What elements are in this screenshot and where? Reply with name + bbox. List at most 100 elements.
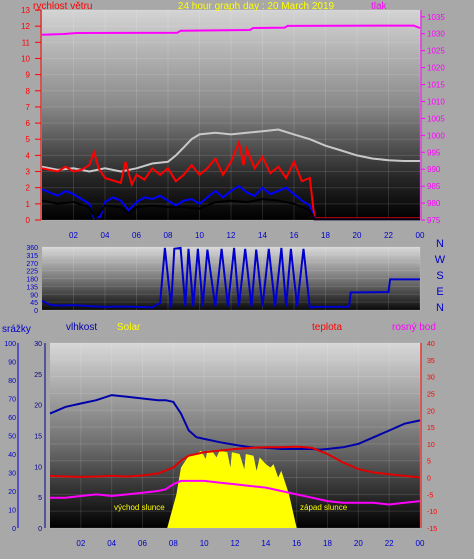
x-tick-label: 12 — [227, 231, 236, 240]
x-tick-label: 04 — [101, 231, 110, 240]
humidity-axis-ticks: 0 5 10 15 20 25 30 — [34, 341, 42, 533]
compass-label: E — [436, 286, 443, 298]
solar-label: Solar — [117, 322, 141, 333]
left-tick-label: 8 — [26, 87, 31, 96]
right-tick-label: 1030 — [427, 30, 445, 39]
y-tick-label: 45 — [30, 300, 38, 307]
precip-tick-label: 10 — [8, 508, 16, 515]
plot-area — [42, 10, 420, 220]
precip-tick-label: 80 — [8, 378, 16, 385]
series-group — [49, 394, 421, 528]
humidity-tick-label: 25 — [34, 372, 42, 379]
precip-tick-label: 100 — [4, 341, 16, 348]
temperature-humidity-chart: srážky vlhkost Solar teplota rosný bod 0… — [2, 322, 437, 548]
gridlines — [42, 246, 421, 311]
temperature-line — [49, 445, 421, 479]
right-tick-label: 1005 — [427, 114, 445, 123]
x-tick-label: 02 — [69, 231, 78, 240]
left-tick-label: 2 — [26, 184, 31, 193]
x-tick-label: 20 — [354, 539, 363, 548]
x-tick-label: 08 — [169, 539, 178, 548]
chart-title: 24 hour graph day : 20 March 2019 — [178, 1, 335, 12]
right-axis-title: tlak — [371, 1, 388, 12]
right-tick-label: 1035 — [427, 13, 445, 22]
humidity-tick-label: 0 — [38, 526, 42, 533]
precip-tick-label: 60 — [8, 415, 16, 422]
left-tick-label: 10 — [21, 54, 30, 63]
pressure-line — [41, 24, 421, 36]
x-tick-label: 14 — [258, 231, 267, 240]
left-tick-label: 6 — [26, 119, 31, 128]
temp-tick-label: 20 — [427, 408, 435, 415]
x-tick-label: 16 — [290, 231, 299, 240]
x-tick-label: 08 — [164, 231, 173, 240]
series-group — [41, 246, 420, 309]
left-tick-label: 3 — [26, 168, 31, 177]
precip-axis-ticks: 0 10 20 30 40 50 60 70 80 90 100 — [4, 341, 16, 533]
humidity-tick-label: 20 — [34, 403, 42, 410]
humidity-tick-label: 5 — [38, 495, 42, 502]
temp-tick-label: 30 — [427, 375, 435, 382]
temp-tick-label: -5 — [427, 492, 433, 499]
y-tick-label: 315 — [26, 253, 38, 260]
solar-area — [167, 450, 297, 528]
precip-tick-label: 30 — [8, 471, 16, 478]
sunset-annotation: západ slunce — [300, 503, 348, 512]
precip-tick-label: 40 — [8, 452, 16, 459]
wind_direction-line — [41, 246, 420, 309]
y-tick-label: 90 — [30, 292, 38, 299]
left-tick-label: 9 — [26, 71, 31, 80]
x-tick-label: 02 — [76, 539, 85, 548]
series-group — [41, 24, 421, 221]
right-tick-label: 1025 — [427, 47, 445, 56]
y-tick-label: 270 — [26, 261, 38, 268]
compass-label: N — [436, 238, 444, 250]
right-tick-label: 995 — [427, 148, 441, 157]
compass-label: S — [436, 270, 443, 282]
humidity-tick-label: 30 — [34, 341, 42, 348]
x-tick-label: 10 — [200, 539, 209, 548]
left-tick-label: 1 — [26, 200, 31, 209]
left-axis-title: rychlost větru — [33, 1, 92, 12]
precip-tick-label: 70 — [8, 397, 16, 404]
x-tick-label: 18 — [323, 539, 332, 548]
x-tick-label: 12 — [231, 539, 240, 548]
temperature-label: teplota — [312, 322, 342, 333]
left-tick-label: 7 — [26, 103, 31, 112]
humidity-tick-label: 10 — [34, 464, 42, 471]
right-axis-ticks: 975 980 985 990 995 1000 1005 1010 1015 1020 1025 1… — [421, 13, 445, 225]
x-tick-label: 00 — [416, 231, 425, 240]
temp-tick-label: 5 — [427, 459, 431, 466]
x-axis-ticks: 02 04 06 08 10 12 14 16 18 20 22 00 — [69, 231, 425, 240]
precip-axis-title: srážky — [2, 324, 31, 335]
right-tick-label: 1020 — [427, 64, 445, 73]
y-tick-label: 0 — [34, 308, 38, 315]
y-tick-label: 135 — [26, 284, 38, 291]
temp-tick-label: -10 — [427, 509, 437, 516]
x-tick-label: 00 — [416, 539, 425, 548]
precip-tick-label: 0 — [12, 526, 16, 533]
left-tick-label: 5 — [26, 135, 31, 144]
left-tick-label: 12 — [21, 22, 30, 31]
x-axis-ticks: 02 04 06 08 10 12 14 16 18 20 22 00 — [76, 539, 425, 548]
temp-tick-label: 0 — [427, 476, 431, 483]
x-tick-label: 22 — [384, 231, 393, 240]
compass-label: N — [436, 302, 444, 314]
y-tick-label: 360 — [26, 245, 38, 252]
dewpoint-label: rosný bod — [392, 322, 436, 333]
left-tick-label: 13 — [21, 6, 30, 15]
x-tick-label: 10 — [195, 231, 204, 240]
wind_avg-line — [41, 184, 420, 221]
right-tick-label: 985 — [427, 182, 441, 191]
temp-tick-label: 35 — [427, 358, 435, 365]
right-tick-label: 1015 — [427, 81, 445, 90]
wind-pressure-chart: rychlost větru 24 hour graph day : 20 Ma… — [21, 1, 445, 240]
humidity-label: vlhkost — [66, 322, 97, 333]
gust_gray-line — [41, 128, 420, 173]
gridlines — [42, 9, 421, 221]
